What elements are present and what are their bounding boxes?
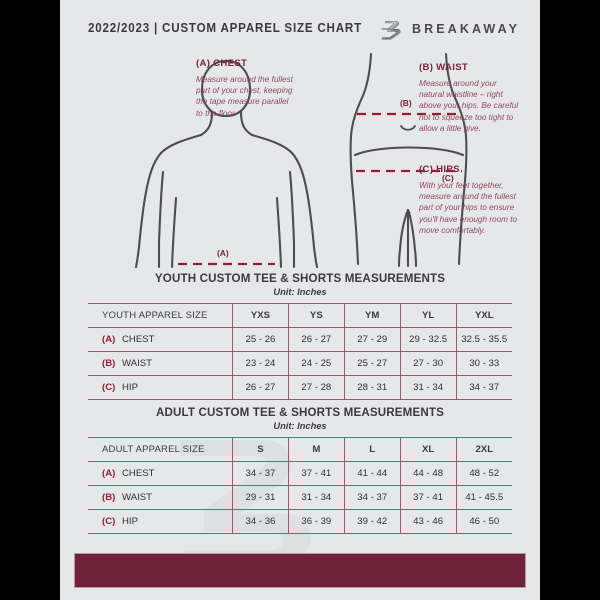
hips-marker-label: (C) <box>442 173 454 183</box>
table-row: (B) WAIST 29 - 31 31 - 34 34 - 37 37 - 4… <box>88 485 512 510</box>
body-figures-svg <box>134 52 468 269</box>
row-tag: (C) <box>102 516 116 527</box>
cell: 44 - 48 <box>400 461 457 486</box>
adult-row-hip-label: (C) HIP <box>88 509 233 534</box>
cell: 29 - 31 <box>232 485 289 510</box>
youth-size-table: YOUTH APPAREL SIZE YXS YS YM YL YXL (A) … <box>88 303 512 400</box>
adult-row-chest-label: (A) CHEST <box>88 461 233 486</box>
youth-header-label: YOUTH APPAREL SIZE <box>88 303 233 328</box>
cell: 31 - 34 <box>400 375 457 400</box>
callout-chest: (A) CHEST Measure around the fullest par… <box>196 58 296 119</box>
cell: 39 - 42 <box>344 509 401 534</box>
callout-hips-body: With your feet together, measure around … <box>419 181 518 235</box>
youth-table-unit: Unit: Inches <box>273 287 327 297</box>
adult-header-label: ADULT APPAREL SIZE <box>88 437 233 462</box>
adult-table-unit: Unit: Inches <box>273 421 327 431</box>
youth-col-5: YXL <box>456 303 512 328</box>
cell: 25 - 26 <box>232 327 289 352</box>
row-name: CHEST <box>122 334 155 345</box>
size-chart-page: 2022/2023 | CUSTOM APPAREL SIZE CHART BR… <box>60 0 540 600</box>
youth-col-2: YS <box>288 303 345 328</box>
adult-col-2: M <box>288 437 345 462</box>
page-title: 2022/2023 | CUSTOM APPAREL SIZE CHART <box>88 20 362 35</box>
callout-hips-title: (C) HIPS <box>419 164 460 175</box>
row-tag: (A) <box>102 468 116 479</box>
cell: 34 - 37 <box>344 485 401 510</box>
table-row: (A) CHEST 34 - 37 37 - 41 41 - 44 44 - 4… <box>88 461 512 486</box>
cell: 27 - 28 <box>288 375 345 400</box>
cell: 37 - 41 <box>400 485 457 510</box>
youth-row-waist-label: (B) WAIST <box>88 351 233 376</box>
adult-col-5: 2XL <box>456 437 512 462</box>
cell: 48 - 52 <box>456 461 512 486</box>
cell: 29 - 32.5 <box>400 327 457 352</box>
youth-col-3: YM <box>344 303 401 328</box>
cell: 26 - 27 <box>232 375 289 400</box>
callout-chest-title: (A) CHEST <box>196 58 248 69</box>
table-row: (C) HIP 34 - 36 36 - 39 39 - 42 43 - 46 … <box>88 509 512 534</box>
cell: 41 - 45.5 <box>456 485 512 510</box>
cell: 43 - 46 <box>400 509 457 534</box>
waist-marker-label: (B) <box>400 98 412 108</box>
cell: 36 - 39 <box>288 509 345 534</box>
table-header-row: ADULT APPAREL SIZE S M L XL 2XL <box>88 437 512 462</box>
youth-table-block: YOUTH CUSTOM TEE & SHORTS MEASUREMENTS U… <box>88 272 512 400</box>
table-row: (C) HIP 26 - 27 27 - 28 28 - 31 31 - 34 … <box>88 375 512 400</box>
cell: 32.5 - 35.5 <box>456 327 512 352</box>
cell: 28 - 31 <box>344 375 401 400</box>
callout-hips: (C) HIPS With your feet together, measur… <box>419 164 523 236</box>
cell: 41 - 44 <box>344 461 401 486</box>
cell: 27 - 30 <box>400 351 457 376</box>
youth-table-title: YOUTH CUSTOM TEE & SHORTS MEASUREMENTS <box>154 272 446 285</box>
row-name: WAIST <box>122 358 153 369</box>
breakaway-b-logo-icon <box>378 17 404 43</box>
adult-col-1: S <box>232 437 289 462</box>
adult-col-3: L <box>344 437 401 462</box>
row-name: WAIST <box>122 492 153 503</box>
youth-row-hip-label: (C) HIP <box>88 375 233 400</box>
adult-table-title: ADULT CUSTOM TEE & SHORTS MEASUREMENTS <box>155 406 445 419</box>
youth-col-4: YL <box>400 303 457 328</box>
row-name: HIP <box>122 516 138 527</box>
callout-waist-body: Measure around your natural waistline – … <box>419 79 519 133</box>
cell: 23 - 24 <box>232 351 289 376</box>
cell: 27 - 29 <box>344 327 401 352</box>
adult-size-table: ADULT APPAREL SIZE S M L XL 2XL (A) CHES… <box>88 437 512 534</box>
page-header: 2022/2023 | CUSTOM APPAREL SIZE CHART BR… <box>60 0 540 56</box>
cell: 34 - 37 <box>456 375 512 400</box>
cell: 25 - 27 <box>344 351 401 376</box>
cell: 37 - 41 <box>288 461 345 486</box>
cell: 26 - 27 <box>288 327 345 352</box>
cell: 46 - 50 <box>456 509 512 534</box>
row-tag: (B) <box>102 358 116 369</box>
cell: 30 - 33 <box>456 351 512 376</box>
callout-waist-title: (B) WAIST <box>419 62 469 73</box>
row-name: CHEST <box>122 468 155 479</box>
row-tag: (C) <box>102 382 116 393</box>
footer-band <box>74 553 526 588</box>
cell: 34 - 36 <box>232 509 289 534</box>
adult-col-4: XL <box>400 437 457 462</box>
chest-marker-label: (A) <box>217 248 229 258</box>
youth-row-chest-label: (A) CHEST <box>88 327 233 352</box>
measurement-illustration: (A) (B) (C) (A) CHEST Measure around the… <box>60 52 540 270</box>
brand-name: BREAKAWAY <box>412 22 521 36</box>
table-header-row: YOUTH APPAREL SIZE YXS YS YM YL YXL <box>88 303 512 328</box>
cell: 24 - 25 <box>288 351 345 376</box>
adult-table-block: ADULT CUSTOM TEE & SHORTS MEASUREMENTS U… <box>88 406 512 534</box>
row-tag: (A) <box>102 334 116 345</box>
youth-col-1: YXS <box>232 303 289 328</box>
callout-chest-body: Measure around the fullest part of your … <box>196 75 293 118</box>
adult-row-waist-label: (B) WAIST <box>88 485 233 510</box>
table-row: (A) CHEST 25 - 26 26 - 27 27 - 29 29 - 3… <box>88 327 512 352</box>
row-tag: (B) <box>102 492 116 503</box>
table-row: (B) WAIST 23 - 24 24 - 25 25 - 27 27 - 3… <box>88 351 512 376</box>
callout-waist: (B) WAIST Measure around your natural wa… <box>419 62 523 134</box>
cell: 34 - 37 <box>232 461 289 486</box>
cell: 31 - 34 <box>288 485 345 510</box>
row-name: HIP <box>122 382 138 393</box>
